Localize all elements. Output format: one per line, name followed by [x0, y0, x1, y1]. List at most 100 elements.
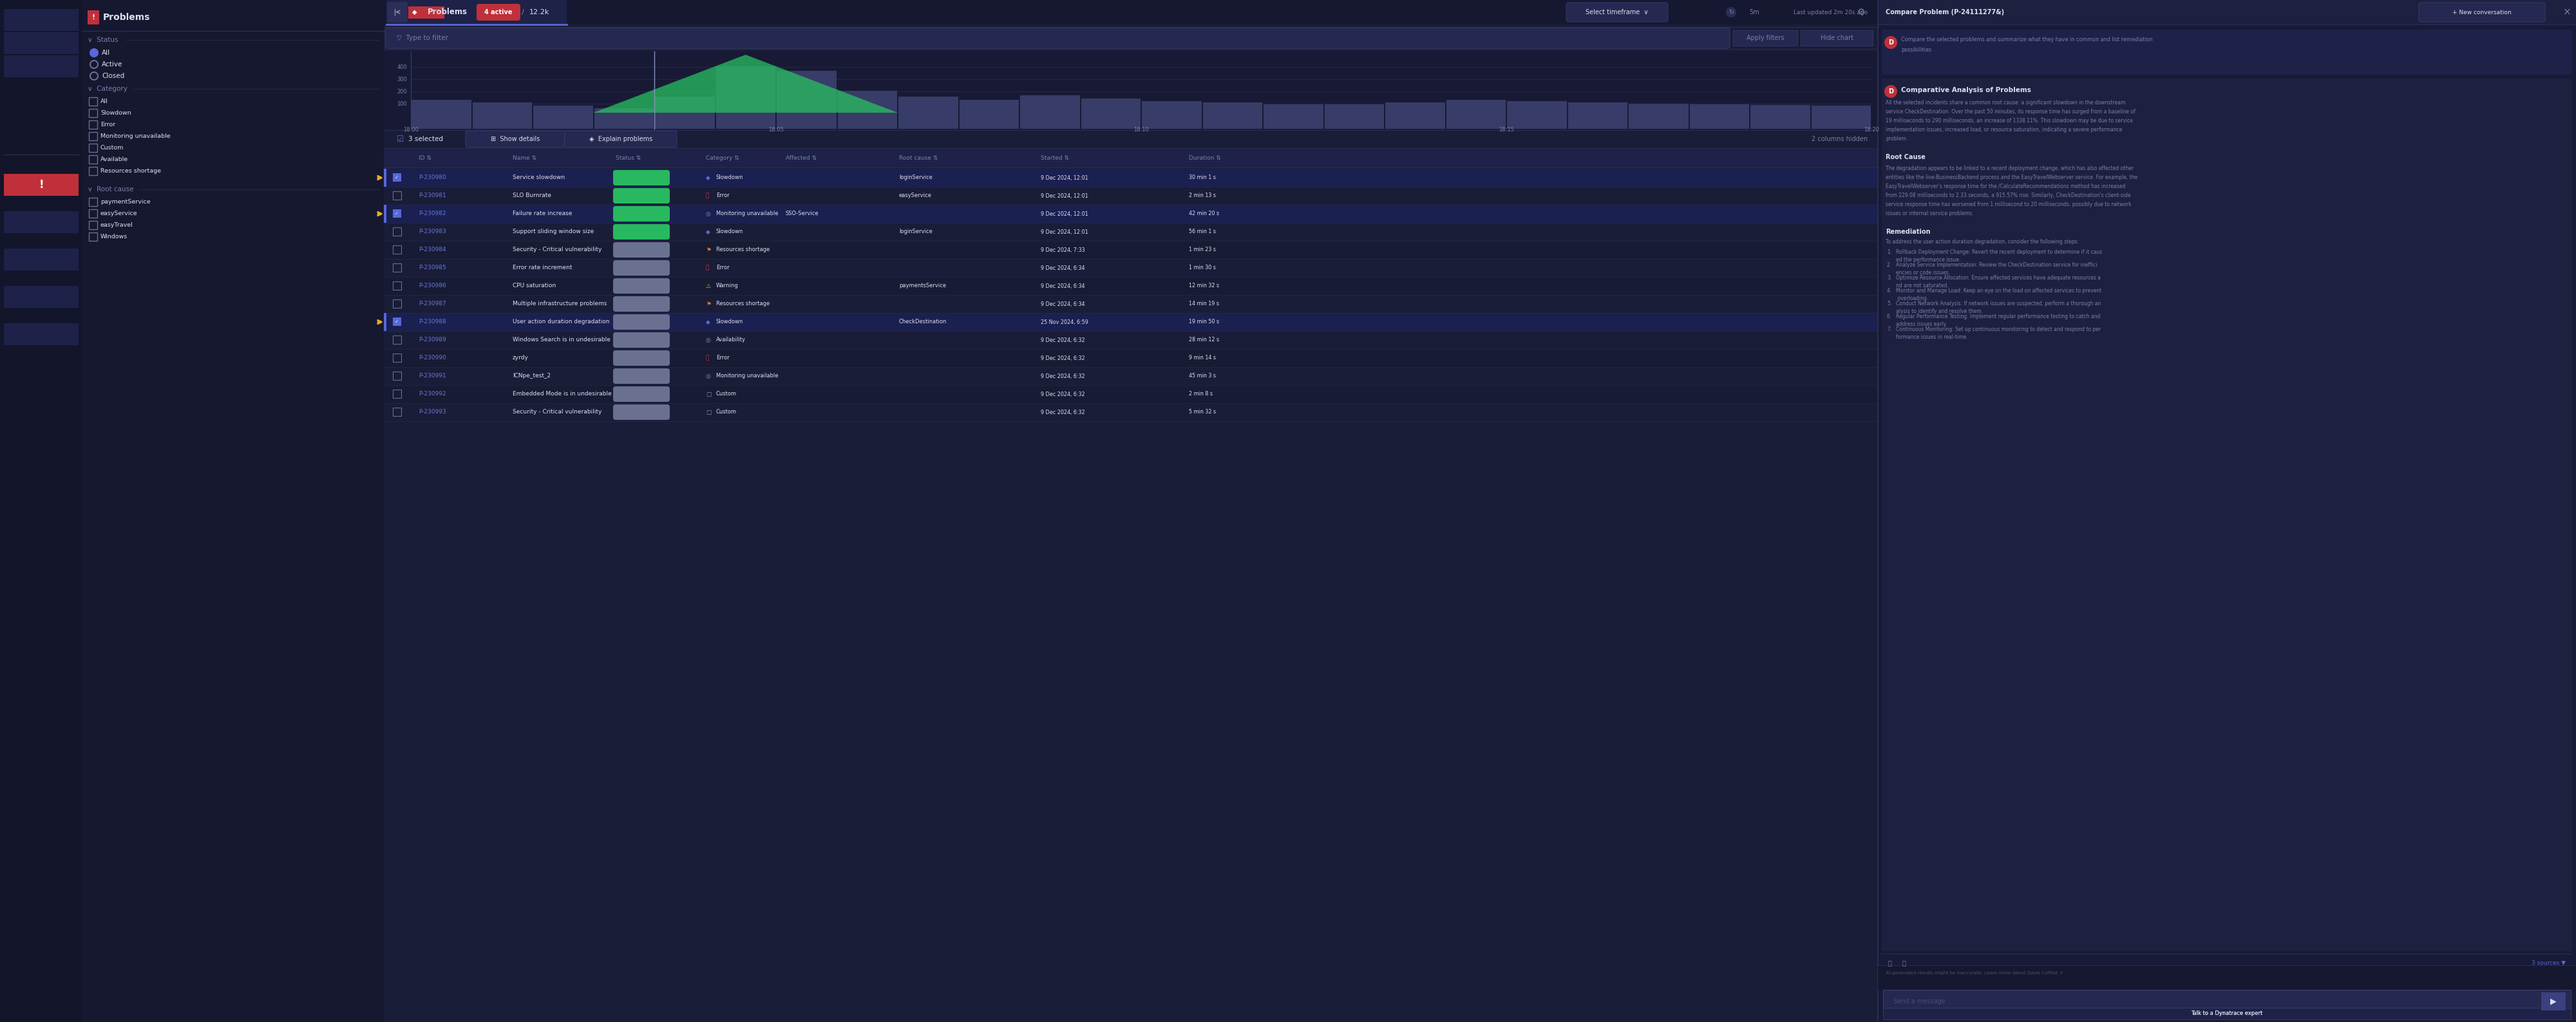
Text: Closed: Closed	[629, 283, 647, 289]
Text: Root cause ⇅: Root cause ⇅	[899, 155, 938, 161]
Bar	[1878, 966, 2576, 989]
Text: nd are not saturated.: nd are not saturated.	[1896, 283, 1947, 289]
Text: Talk to a Dynatrace expert: Talk to a Dynatrace expert	[2192, 1010, 2262, 1016]
Text: 6.: 6.	[1886, 314, 1891, 320]
Text: 9 Dec 2024, 6:32: 9 Dec 2024, 6:32	[1041, 409, 1084, 415]
Text: P-230993: P-230993	[417, 409, 446, 415]
Text: easyService: easyService	[899, 193, 933, 198]
Text: 2 min 13 s: 2 min 13 s	[1190, 193, 1216, 198]
Circle shape	[618, 356, 623, 361]
Text: 9 Dec 2024, 6:32: 9 Dec 2024, 6:32	[1041, 356, 1084, 361]
Text: zyrdy: zyrdy	[513, 356, 528, 361]
Text: 4 active: 4 active	[484, 9, 513, 15]
Text: EasyTravelWebserver's response time for the /CalculateRecommendations method has: EasyTravelWebserver's response time for …	[1886, 184, 2125, 190]
Circle shape	[618, 247, 623, 252]
Text: Error rate increment: Error rate increment	[513, 265, 572, 271]
Text: overloading.: overloading.	[1896, 296, 1929, 301]
Bar	[392, 389, 402, 398]
Text: Monitor and Manage Load: Keep an eye on the load on affected services to prevent: Monitor and Manage Load: Keep an eye on …	[1896, 288, 2102, 294]
Text: 56 min 1 s: 56 min 1 s	[1190, 229, 1216, 235]
Text: ✓: ✓	[394, 176, 399, 180]
Bar	[1811, 105, 1870, 129]
Bar	[392, 335, 402, 343]
Bar	[384, 350, 1878, 367]
Bar	[5, 33, 77, 54]
Text: ▶: ▶	[2550, 997, 2555, 1006]
Text: All: All	[100, 99, 108, 104]
Text: Problems: Problems	[103, 13, 149, 21]
Text: ∨  Status: ∨ Status	[88, 37, 118, 43]
Text: P-230988: P-230988	[417, 319, 446, 325]
Text: Category ⇅: Category ⇅	[706, 155, 739, 161]
Text: implementation issues, increased load, or resource saturation, indicating a seve: implementation issues, increased load, o…	[1886, 127, 2123, 133]
FancyBboxPatch shape	[613, 314, 670, 330]
Text: Active: Active	[629, 175, 644, 181]
Text: Error: Error	[100, 122, 116, 128]
Bar	[392, 354, 402, 362]
Text: 9 Dec 2024, 6:34: 9 Dec 2024, 6:34	[1041, 265, 1084, 271]
Bar	[1801, 31, 1873, 46]
Text: Problems: Problems	[428, 8, 469, 16]
FancyBboxPatch shape	[613, 296, 670, 312]
Text: easyTravel: easyTravel	[100, 223, 134, 228]
Bar	[384, 0, 1878, 25]
Text: ◆: ◆	[706, 319, 711, 325]
FancyBboxPatch shape	[613, 278, 670, 293]
Text: 42 min 20 s: 42 min 20 s	[1190, 211, 1218, 217]
Text: 25 Nov 2024, 6:59: 25 Nov 2024, 6:59	[1041, 319, 1087, 325]
Bar	[392, 281, 402, 290]
Text: Security - Critical vulnerability: Security - Critical vulnerability	[513, 409, 603, 415]
FancyBboxPatch shape	[613, 386, 670, 402]
FancyBboxPatch shape	[613, 188, 670, 203]
Text: SSO-Service: SSO-Service	[786, 211, 819, 217]
Text: □: □	[706, 391, 711, 397]
Text: address issues early.: address issues early.	[1896, 322, 1947, 327]
Text: P-230991: P-230991	[417, 373, 446, 379]
Text: loginService: loginService	[899, 229, 933, 235]
Bar	[88, 221, 98, 229]
Text: ☑: ☑	[397, 135, 404, 143]
Bar	[384, 277, 1878, 295]
Bar	[384, 0, 1878, 1022]
Text: loginService: loginService	[899, 175, 933, 181]
Text: Custom: Custom	[716, 409, 737, 415]
Text: Windows: Windows	[100, 234, 129, 240]
Bar	[1141, 101, 1200, 129]
Text: 👎: 👎	[1901, 960, 1906, 966]
Text: Failure rate increase: Failure rate increase	[513, 211, 572, 217]
Text: ◆: ◆	[706, 229, 711, 235]
Bar	[1386, 102, 1445, 129]
Circle shape	[618, 337, 623, 342]
Bar	[384, 51, 1878, 129]
Text: Closed: Closed	[629, 247, 647, 252]
Text: 3.: 3.	[1886, 275, 1891, 281]
Text: formance issues in real-time.: formance issues in real-time.	[1896, 334, 1968, 340]
Bar	[384, 149, 1878, 168]
FancyBboxPatch shape	[477, 4, 520, 20]
Text: ICNpe_test_2: ICNpe_test_2	[513, 373, 551, 379]
Text: 400: 400	[397, 64, 407, 71]
Text: P-230981: P-230981	[417, 193, 446, 198]
FancyBboxPatch shape	[613, 405, 670, 420]
Text: 9 Dec 2024, 6:34: 9 Dec 2024, 6:34	[1041, 283, 1084, 289]
Text: Affected ⇅: Affected ⇅	[786, 155, 817, 161]
Text: Multiple infrastructure problems: Multiple infrastructure problems	[513, 301, 608, 307]
Text: ×: ×	[2563, 7, 2571, 17]
Text: ↻: ↻	[1728, 9, 1734, 15]
Text: Active: Active	[103, 61, 124, 67]
Text: ed the performance issue.: ed the performance issue.	[1896, 258, 1960, 263]
Text: ∨  Root cause: ∨ Root cause	[88, 186, 134, 192]
Bar	[1883, 989, 2571, 1013]
Text: Warning: Warning	[716, 283, 739, 289]
FancyBboxPatch shape	[613, 206, 670, 222]
Text: Error: Error	[716, 193, 729, 198]
Bar	[407, 6, 446, 18]
Text: Started ⇅: Started ⇅	[1041, 155, 1069, 161]
Bar	[392, 174, 402, 182]
Bar	[1082, 98, 1141, 129]
Text: Slowdown: Slowdown	[716, 175, 744, 181]
Bar	[384, 385, 1878, 403]
Bar	[533, 105, 592, 129]
Circle shape	[618, 212, 623, 217]
Text: D: D	[1888, 39, 1893, 46]
